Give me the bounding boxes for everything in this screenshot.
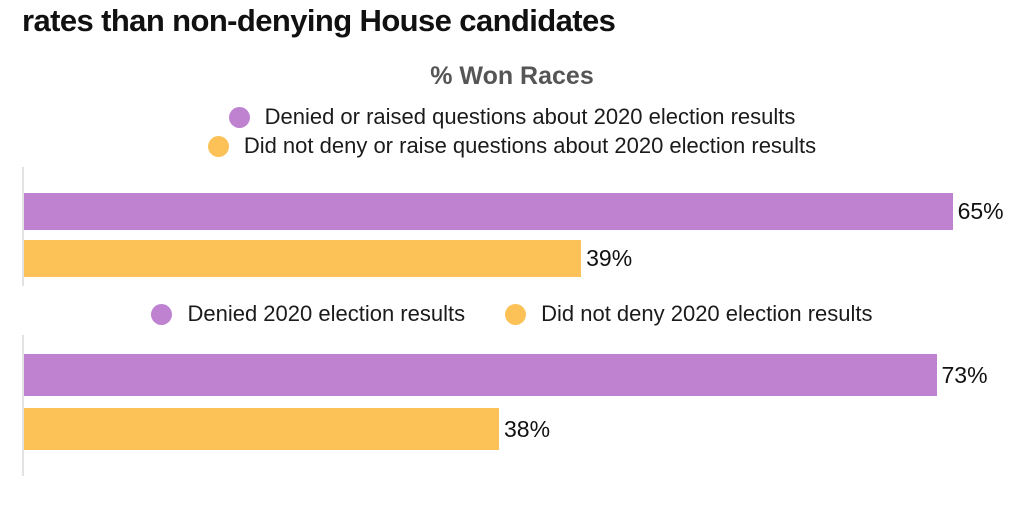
legend-item-denied-or-raised: Denied or raised questions about 2020 el… <box>228 104 796 130</box>
bar-value-label: 65% <box>957 198 1004 224</box>
legend-dot-orange-icon <box>207 135 229 157</box>
chart-title: % Won Races <box>430 62 594 90</box>
legend-item-denied: Denied 2020 election results <box>151 301 465 327</box>
bar-non-denier-top <box>24 240 582 277</box>
legend-label: Did not deny 2020 election results <box>541 301 873 326</box>
chart-bottom-group: 73% 38% <box>22 335 1024 476</box>
legend-top: Denied or raised questions about 2020 el… <box>0 104 1024 159</box>
legend-label: Did not deny or raise questions about 20… <box>243 133 817 158</box>
bar-row-denier-bottom: 73% <box>24 354 1024 396</box>
bar-non-denier-bottom <box>24 408 499 450</box>
bar-row-denier-top: 65% <box>24 193 1024 230</box>
legend-bottom: Denied 2020 election results Did not den… <box>0 301 1024 327</box>
legend-item-did-not-deny-or-raise: Did not deny or raise questions about 20… <box>207 133 817 159</box>
page-title: rates than non-denying House candidates <box>22 3 616 38</box>
bar-denier-top <box>24 193 953 230</box>
legend-dot-orange-icon <box>505 303 527 325</box>
legend-label: Denied 2020 election results <box>187 301 466 326</box>
chart-page: rates than non-denying House candidates … <box>0 2 1024 476</box>
bar-row-non-denier-top: 39% <box>24 240 1024 277</box>
bar-row-non-denier-bottom: 38% <box>24 408 1024 450</box>
legend-label: Denied or raised questions about 2020 el… <box>264 104 796 129</box>
legend-dot-purple-icon <box>151 303 173 325</box>
legend-item-did-not-deny: Did not deny 2020 election results <box>505 301 873 327</box>
bar-value-label: 39% <box>586 245 633 271</box>
bar-value-label: 73% <box>941 361 988 388</box>
bar-denier-bottom <box>24 354 937 396</box>
legend-dot-purple-icon <box>228 106 250 128</box>
bar-value-label: 38% <box>504 415 551 442</box>
chart-top-group: 65% 39% <box>22 167 1024 286</box>
